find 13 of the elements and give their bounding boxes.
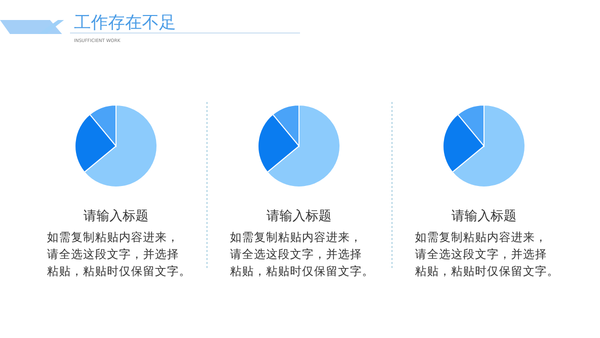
text: 请全选这段文字，并选择 (47, 247, 179, 261)
text: 工作存在不足 (74, 13, 176, 33)
text: 粘贴，粘贴时仅保留文字。 (47, 264, 191, 278)
text: 如需复制粘贴内容进来， (415, 230, 547, 244)
text: 请全选这段文字，并选择 (415, 247, 547, 261)
text: 粘贴，粘贴时仅保留文字。 (230, 264, 374, 278)
text: 请输入标题 (266, 209, 332, 224)
text: 请输入标题 (84, 209, 148, 224)
text: 请输入标题 (452, 209, 516, 224)
text: 粘贴，粘贴时仅保留文字。 (415, 264, 559, 278)
text: 如需复制粘贴内容进来， (47, 230, 179, 244)
text: 如需复制粘贴内容进来， (230, 230, 362, 244)
text: 请全选这段文字，并选择 (230, 247, 362, 261)
